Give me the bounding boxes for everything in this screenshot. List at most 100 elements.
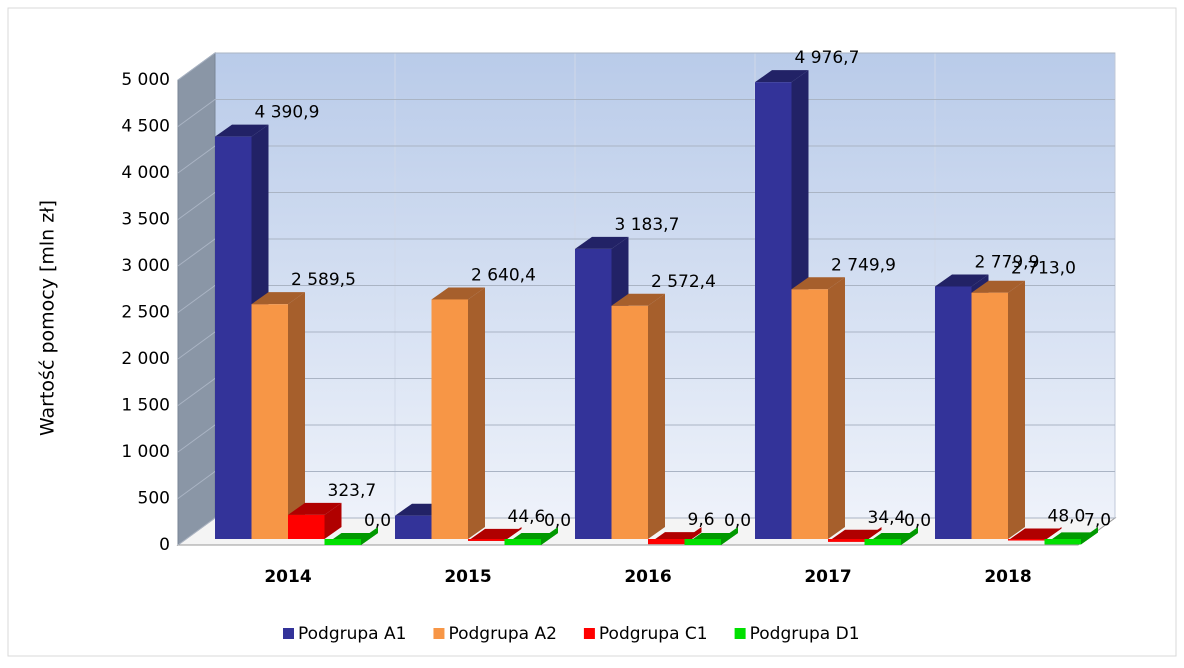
bar-front	[575, 248, 612, 539]
bar-top	[935, 274, 989, 287]
legend-label: Podgrupa A1	[298, 624, 406, 644]
bar	[468, 527, 522, 541]
bar	[791, 277, 845, 539]
bar-side	[1008, 280, 1025, 539]
value-label: 4 390,9	[255, 103, 320, 123]
value-label: 7,0	[1084, 510, 1111, 530]
value-label: 0,0	[724, 511, 751, 531]
bar-front	[755, 82, 792, 539]
value-label: 3 183,7	[615, 215, 680, 235]
bar-front	[1008, 539, 1045, 541]
bar-top	[575, 236, 629, 249]
value-label: 9,6	[688, 510, 715, 530]
legend-swatch	[283, 628, 294, 639]
bar-top	[791, 277, 845, 290]
legend-label: Podgrupa C1	[599, 624, 708, 644]
bar-side	[324, 502, 342, 539]
y-tick-label: 3 000	[121, 256, 170, 276]
bar-front	[828, 539, 865, 542]
bar	[971, 280, 1025, 539]
bar-front	[971, 292, 1008, 539]
value-label: 0,0	[544, 511, 571, 531]
x-tick-label: 2014	[264, 567, 311, 587]
bar-top	[215, 124, 269, 137]
bar-front	[468, 539, 505, 541]
bar	[251, 292, 305, 539]
bar-front	[935, 286, 972, 539]
legend-swatch	[734, 628, 746, 639]
bar-front	[251, 304, 288, 539]
bar	[864, 527, 918, 545]
value-label: 2 713,0	[1011, 259, 1076, 279]
bar-front	[431, 299, 468, 539]
bar-front	[324, 539, 361, 545]
value-label: 323,7	[328, 481, 377, 501]
bar-top	[611, 293, 665, 306]
y-tick-label: 1 500	[121, 396, 170, 416]
legend-label: Podgrupa D1	[750, 624, 860, 644]
bar-side	[648, 293, 665, 539]
x-tick-label: 2017	[804, 567, 851, 587]
value-label: 2 779,9	[975, 252, 1040, 272]
y-axis-title: Wartość pomocy [mln zł]	[37, 200, 59, 436]
bar-top	[251, 292, 305, 305]
value-label: 34,4	[868, 508, 906, 528]
bar-top	[1008, 528, 1062, 541]
bar	[324, 527, 378, 545]
y-tick-label: 4 000	[121, 163, 170, 183]
y-tick-label: 4 500	[121, 117, 170, 137]
bar	[611, 293, 665, 539]
bar-top	[755, 70, 809, 83]
bar-front	[215, 136, 252, 539]
grid-line	[177, 52, 1115, 81]
x-tick-label: 2016	[624, 567, 671, 587]
bar-front	[395, 515, 432, 539]
bar	[1044, 527, 1098, 545]
bar-front	[288, 514, 325, 539]
legend-swatch	[433, 628, 445, 639]
y-tick-label: 0	[159, 535, 170, 555]
bar	[1008, 527, 1062, 541]
value-label: 48,0	[1048, 507, 1086, 527]
bar-side	[468, 287, 485, 539]
bar-front	[791, 289, 828, 539]
bar-top	[431, 287, 485, 300]
value-label: 2 749,9	[831, 255, 896, 275]
bar-front	[1044, 539, 1081, 545]
y-tick-label: 500	[138, 489, 170, 509]
value-label: 44,6	[508, 507, 546, 527]
value-label: 2 589,5	[291, 270, 356, 290]
bar-top	[468, 528, 522, 541]
bar-front	[504, 539, 541, 545]
legend-swatch	[583, 628, 595, 639]
bar-side	[828, 277, 845, 539]
x-tick-label: 2018	[984, 567, 1031, 587]
y-tick-label: 5 000	[121, 70, 170, 90]
value-label: 0,0	[904, 511, 931, 531]
bar-top	[971, 280, 1025, 293]
value-label: 0,0	[364, 511, 391, 531]
bar-top	[828, 529, 882, 542]
value-label: 4 976,7	[795, 48, 860, 68]
legend: Podgrupa A1 Podgrupa A2 Podgrupa C1 Podgrup…	[283, 624, 860, 644]
grid-line	[177, 99, 1115, 127]
bar-front	[611, 305, 648, 539]
value-label: 2 572,4	[651, 272, 716, 292]
bar-front	[684, 539, 721, 545]
value-label: 2 640,4	[471, 265, 536, 285]
bar	[431, 287, 485, 539]
legend-label: Podgrupa A2	[448, 624, 556, 644]
bar	[684, 527, 738, 545]
y-tick-label: 1 000	[121, 442, 170, 462]
y-tick-label: 3 500	[121, 210, 170, 230]
y-tick-label: 2 500	[121, 303, 170, 323]
bar-front	[648, 539, 685, 545]
bar-top	[288, 502, 342, 515]
x-tick-label: 2015	[444, 567, 491, 587]
bar-side	[288, 292, 305, 539]
bar	[828, 527, 882, 542]
y-tick-label: 2 000	[121, 349, 170, 369]
bar-front	[864, 539, 901, 545]
bar	[504, 527, 558, 545]
